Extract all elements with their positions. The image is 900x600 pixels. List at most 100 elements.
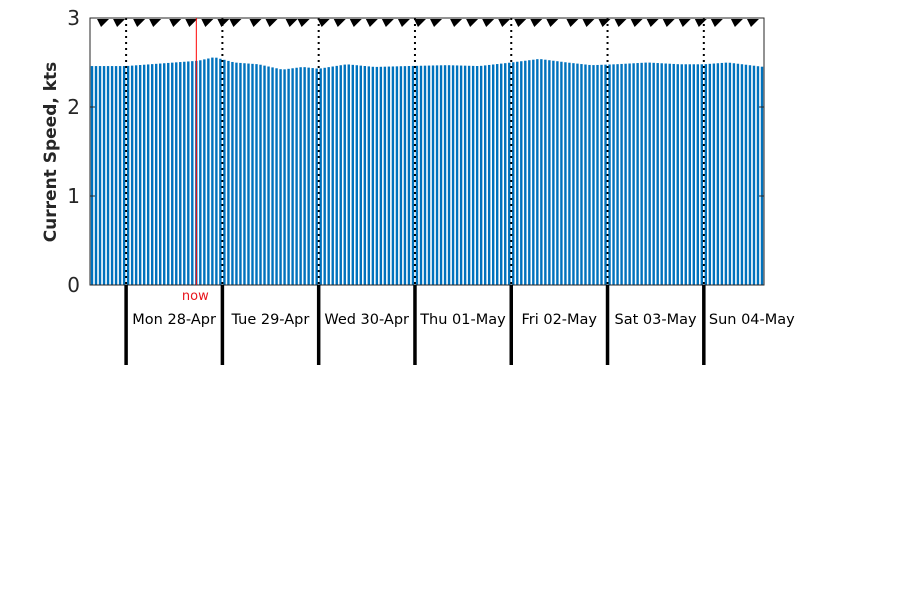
direction-arrow-icon: [582, 19, 595, 27]
speed-bar: [608, 64, 611, 285]
y-tick-label: 2: [67, 95, 80, 119]
direction-arrow-icon: [482, 19, 495, 27]
speed-bar: [504, 63, 507, 285]
y-tick-label: 3: [67, 6, 80, 30]
speed-bar: [399, 66, 403, 285]
speed-bar: [283, 69, 286, 285]
speed-bar: [724, 62, 728, 286]
day-dividers: [125, 18, 705, 285]
direction-arrow-icon: [113, 19, 126, 27]
speed-bar: [219, 58, 222, 286]
speed-bar: [291, 68, 294, 285]
speed-bar: [600, 64, 603, 285]
direction-arrow-icon: [530, 19, 543, 27]
direction-arrow-icon: [97, 19, 110, 27]
speed-bar: [660, 63, 663, 285]
speed-bar: [459, 65, 463, 285]
speed-bar: [728, 62, 732, 285]
speed-bar: [419, 65, 423, 285]
direction-markers: [97, 19, 759, 27]
day-label: Tue 29-Apr: [230, 312, 309, 328]
speed-bar: [339, 65, 342, 285]
speed-bar: [536, 59, 539, 285]
speed-bar: [142, 64, 146, 285]
speed-bar: [379, 66, 383, 285]
speed-bar: [496, 64, 499, 285]
direction-arrow-icon: [730, 19, 743, 27]
speed-bar: [720, 62, 724, 285]
direction-arrow-icon: [349, 19, 362, 27]
speed-bar: [383, 66, 387, 285]
speed-bar: [467, 65, 471, 285]
day-label: Wed 30-Apr: [324, 312, 409, 328]
speed-bar: [487, 64, 491, 285]
speed-bar: [716, 63, 720, 285]
speed-bar: [560, 61, 563, 285]
speed-bar: [187, 61, 190, 286]
speed-bar: [146, 64, 150, 286]
speed-bar: [114, 66, 118, 285]
direction-arrow-icon: [694, 19, 707, 27]
speed-bar: [211, 57, 214, 285]
speed-bar: [191, 61, 194, 285]
direction-arrow-icon: [133, 19, 146, 27]
speed-bar: [500, 63, 503, 285]
speed-bar: [359, 65, 363, 286]
direction-arrow-icon: [630, 19, 643, 27]
speed-bar: [447, 65, 451, 285]
direction-arrow-icon: [498, 19, 511, 27]
day-labels: Mon 28-Apr Tue 29-Apr Wed 30-Apr Thu 01-May…: [124, 285, 795, 365]
day-label: Thu 01-May: [419, 312, 506, 328]
speed-bar: [756, 66, 760, 286]
speed-bar: [159, 63, 162, 285]
speed-bar: [632, 63, 635, 285]
direction-arrow-icon: [710, 19, 723, 27]
direction-arrow-icon: [662, 19, 675, 27]
speed-bar: [576, 63, 579, 285]
speed-bar: [106, 66, 110, 285]
speed-bar: [744, 64, 748, 285]
speed-bar: [491, 64, 495, 285]
axes-frame: [89, 17, 765, 286]
speed-bar: [199, 60, 202, 285]
speed-bar: [455, 65, 459, 285]
y-tick-label: 1: [67, 184, 80, 208]
speed-bar: [524, 60, 527, 285]
direction-arrow-icon: [365, 19, 378, 27]
speed-bar: [636, 63, 639, 286]
speed-bar: [395, 66, 399, 285]
speed-bar: [255, 64, 258, 285]
speed-bar: [295, 67, 298, 285]
speed-bar: [672, 63, 675, 286]
speed-bar: [411, 65, 415, 286]
speed-bar: [343, 64, 346, 285]
direction-arrow-icon: [430, 19, 443, 27]
speed-bar: [740, 64, 744, 285]
speed-bar: [544, 59, 547, 286]
speed-bar: [443, 65, 447, 286]
speed-bar: [223, 59, 226, 285]
speed-bar: [628, 63, 631, 285]
direction-arrow-icon: [678, 19, 691, 27]
speed-bar: [311, 68, 314, 285]
speed-bar: [664, 63, 667, 285]
speed-bar: [239, 62, 242, 285]
speed-bar: [118, 66, 122, 285]
speed-bar: [375, 66, 379, 285]
speed-bar: [94, 66, 98, 285]
speed-bar: [556, 61, 559, 286]
speed-bar: [512, 62, 515, 285]
speed-bar: [150, 64, 154, 285]
speed-bar: [680, 64, 683, 285]
direction-arrow-icon: [646, 19, 659, 27]
direction-arrow-icon: [149, 19, 162, 27]
speed-bar: [760, 66, 764, 285]
direction-arrow-icon: [746, 19, 759, 27]
direction-arrow-icon: [566, 19, 579, 27]
speed-bar: [572, 63, 575, 285]
speed-bar: [251, 63, 254, 286]
speed-bar: [564, 62, 567, 285]
speed-bar: [110, 66, 114, 285]
y-axis: 0 1 2 3: [67, 6, 764, 297]
direction-arrow-icon: [285, 19, 298, 27]
